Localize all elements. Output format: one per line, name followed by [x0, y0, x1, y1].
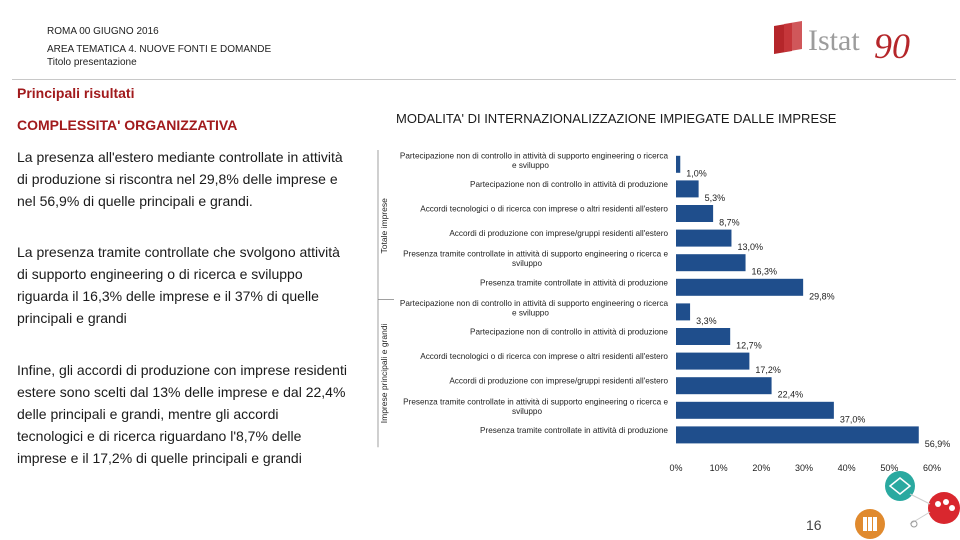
x-tick-label: 50% — [880, 463, 898, 473]
bar-chart: Partecipazione non di controllo in attiv… — [377, 150, 951, 473]
bar — [676, 377, 772, 395]
bar — [676, 352, 750, 370]
bar-label: Accordi di produzione con imprese/gruppi… — [449, 229, 668, 238]
bar-label: Presenza tramite controllate in attività… — [403, 397, 668, 406]
x-tick-label: 20% — [752, 463, 770, 473]
bar-label: Accordi tecnologici o di ricerca con imp… — [420, 205, 668, 214]
paragraph-1: La presenza all'estero mediante controll… — [17, 149, 343, 209]
bar — [676, 155, 681, 173]
section-title: Principali risultati — [17, 85, 135, 101]
value-label: 16,3% — [752, 267, 778, 277]
x-tick-label: 10% — [710, 463, 728, 473]
page-number: 16 — [806, 517, 822, 533]
books-icon — [855, 509, 885, 539]
bar — [676, 180, 699, 198]
paragraph-3: Infine, gli accordi di produzione con im… — [17, 362, 347, 466]
value-label: 13,0% — [737, 242, 763, 252]
bar — [676, 229, 732, 247]
x-tick-label: 30% — [795, 463, 813, 473]
bar — [676, 254, 746, 272]
subtitle: COMPLESSITA' ORGANIZZATIVA — [17, 117, 238, 133]
x-tick-label: 60% — [923, 463, 941, 473]
bar-label: sviluppo — [512, 259, 542, 268]
value-label: 1,0% — [686, 168, 707, 178]
paragraph-2: La presenza tramite controllate che svol… — [17, 244, 340, 326]
header-presentation-title: Titolo presentazione — [47, 57, 137, 68]
bar — [676, 426, 919, 444]
header-area: AREA TEMATICA 4. NUOVE FONTI E DOMANDE — [47, 44, 272, 55]
header-date: ROMA 00 GIUGNO 2016 — [47, 26, 159, 37]
bar — [676, 303, 691, 321]
istat-logo-icon: Istat 90 — [774, 21, 910, 66]
bar-label: e sviluppo — [512, 308, 549, 317]
group-label: Imprese principali e grandi — [379, 323, 389, 423]
bar-label: Partecipazione non di controllo in attiv… — [470, 180, 668, 189]
bar-label: Presenza tramite controllate in attività… — [480, 278, 668, 287]
value-label: 56,9% — [925, 439, 951, 449]
bar-label: Presenza tramite controllate in attività… — [480, 426, 668, 435]
bar — [676, 205, 714, 222]
network-icon — [885, 471, 915, 501]
x-tick-label: 40% — [838, 463, 856, 473]
logo-text: Istat — [808, 24, 860, 57]
value-label: 12,7% — [736, 341, 762, 351]
value-label: 37,0% — [840, 414, 866, 424]
bar-label: Partecipazione non di controllo in attiv… — [470, 328, 668, 337]
bar-label: sviluppo — [512, 407, 542, 416]
bar-label: Accordi tecnologici o di ricerca con imp… — [420, 352, 668, 361]
bar — [676, 278, 804, 296]
bar — [676, 328, 731, 345]
people-icon — [928, 492, 960, 524]
logo-number: 90 — [874, 26, 910, 66]
value-label: 3,3% — [696, 316, 717, 326]
header-divider — [12, 79, 956, 80]
x-tick-label: 0% — [669, 463, 682, 473]
bar-label: Accordi di produzione con imprese/gruppi… — [449, 377, 668, 386]
bar-label: Partecipazione non di controllo in attiv… — [400, 299, 669, 308]
value-label: 22,4% — [778, 390, 804, 400]
value-label: 17,2% — [755, 365, 781, 375]
bar-label: Presenza tramite controllate in attività… — [403, 250, 668, 259]
decorative-icons — [885, 471, 960, 528]
value-label: 8,7% — [719, 218, 740, 228]
bar — [676, 401, 834, 419]
value-label: 5,3% — [705, 193, 726, 203]
group-label: Totale imprese — [379, 198, 389, 254]
value-label: 29,8% — [809, 291, 835, 301]
bar-label: e sviluppo — [512, 161, 549, 170]
chart-title: MODALITA' DI INTERNAZIONALIZZAZIONE IMPI… — [396, 111, 837, 126]
bar-label: Partecipazione non di controllo in attiv… — [400, 151, 669, 160]
